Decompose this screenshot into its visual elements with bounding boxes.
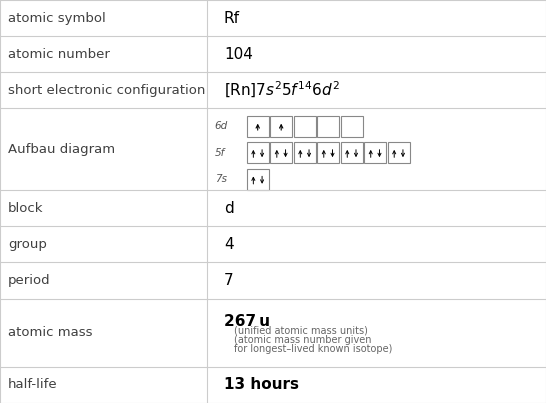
Text: block: block bbox=[8, 202, 44, 215]
Bar bbox=[270, 116, 292, 137]
Text: 4: 4 bbox=[224, 237, 234, 252]
Text: 104: 104 bbox=[224, 47, 253, 62]
Text: Aufbau diagram: Aufbau diagram bbox=[8, 143, 115, 156]
Bar bbox=[341, 142, 363, 163]
Text: 5f: 5f bbox=[215, 148, 225, 158]
Text: atomic symbol: atomic symbol bbox=[8, 12, 106, 25]
Bar bbox=[270, 142, 292, 163]
Text: d: d bbox=[224, 201, 234, 216]
Text: 7: 7 bbox=[224, 273, 234, 288]
Text: (unified atomic mass units): (unified atomic mass units) bbox=[234, 326, 367, 336]
Text: 6d: 6d bbox=[215, 121, 228, 131]
Bar bbox=[247, 116, 269, 137]
Bar bbox=[317, 116, 339, 137]
Text: 13 hours: 13 hours bbox=[224, 378, 299, 393]
Text: for longest–lived known isotope): for longest–lived known isotope) bbox=[234, 344, 392, 354]
Text: period: period bbox=[8, 274, 51, 287]
Text: short electronic configuration: short electronic configuration bbox=[8, 84, 205, 97]
Text: 267 u: 267 u bbox=[224, 314, 270, 329]
Bar bbox=[341, 116, 363, 137]
Text: 7s: 7s bbox=[215, 174, 227, 185]
Bar bbox=[247, 169, 269, 190]
Bar bbox=[294, 116, 316, 137]
Bar bbox=[364, 142, 386, 163]
Text: atomic mass: atomic mass bbox=[8, 326, 93, 339]
Text: atomic number: atomic number bbox=[8, 48, 110, 61]
Text: Rf: Rf bbox=[224, 10, 240, 25]
Bar bbox=[388, 142, 410, 163]
Text: (atomic mass number given: (atomic mass number given bbox=[234, 335, 371, 345]
Bar bbox=[247, 142, 269, 163]
Bar bbox=[294, 142, 316, 163]
Text: $\mathregular{[Rn]7}s^{\mathregular{2}}\mathregular{5}f^{\mathregular{14}}\mathr: $\mathregular{[Rn]7}s^{\mathregular{2}}\… bbox=[224, 80, 340, 100]
Bar bbox=[317, 142, 339, 163]
Text: group: group bbox=[8, 238, 47, 251]
Text: half-life: half-life bbox=[8, 378, 58, 391]
